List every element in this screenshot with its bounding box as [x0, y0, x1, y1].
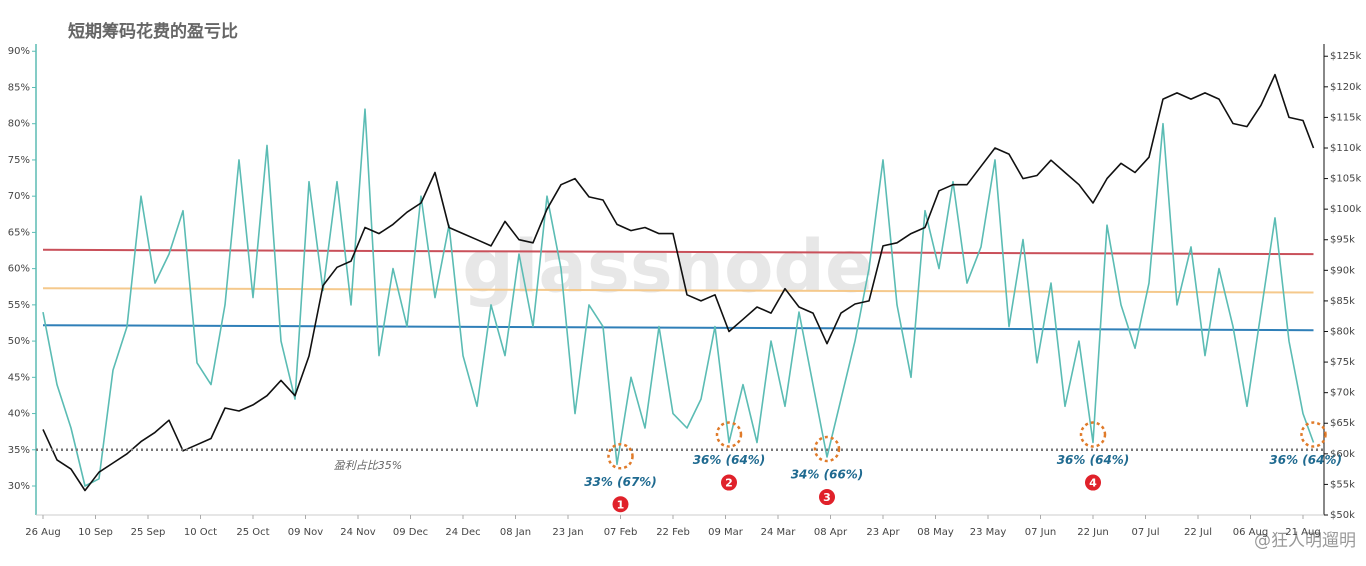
x-tick-label: 23 May	[970, 527, 1007, 538]
y2-tick-label: $55k	[1330, 479, 1355, 490]
y-tick-label: 55%	[8, 300, 30, 311]
y2-tick-label: $120k	[1330, 82, 1361, 93]
series-line	[42, 248, 1314, 256]
y-tick-label: 85%	[8, 82, 30, 93]
annotation-circle	[715, 421, 743, 448]
x-tick-label: 23 Apr	[866, 527, 900, 538]
y-tick-label: 40%	[8, 409, 30, 420]
x-tick-label: 10 Sep	[78, 527, 113, 538]
x-tick-label: 24 Dec	[445, 527, 480, 538]
x-tick-label: 24 Nov	[340, 527, 376, 538]
y-tick-label: 90%	[8, 46, 30, 57]
credit: @狂人明遛明	[1254, 531, 1356, 551]
series-line	[42, 108, 1315, 487]
y2-tick-label: $70k	[1330, 388, 1355, 399]
annotation-circle	[813, 435, 841, 463]
y2-tick-label: $60k	[1330, 449, 1355, 460]
x-tick-label: 24 Mar	[761, 527, 797, 538]
x-tick-label: 07 Jun	[1025, 527, 1057, 538]
x-tick-label: 21 Aug	[1285, 527, 1320, 538]
y2-tick-label: $95k	[1330, 235, 1355, 246]
y-tick-label: 65%	[8, 227, 30, 238]
y2-tick-label: $65k	[1330, 418, 1355, 429]
series-line	[42, 287, 1314, 294]
x-tick-label: 09 Mar	[708, 527, 744, 538]
x-tick-label: 09 Nov	[288, 527, 324, 538]
annotation-label: 33% (67%)	[584, 475, 657, 489]
y-tick-label: 30%	[8, 481, 30, 492]
x-tick-label: 08 Apr	[814, 527, 848, 538]
y2-tick-label: $75k	[1330, 357, 1355, 368]
y2-tick-label: $50k	[1330, 510, 1355, 521]
annotation-label: 36% (64%)	[1269, 453, 1342, 467]
y2-tick-label: $110k	[1330, 143, 1361, 154]
y-tick-label: 75%	[8, 155, 30, 166]
y2-tick-label: $115k	[1330, 112, 1361, 123]
watermark: glassnode	[462, 225, 874, 309]
annotation-marker-label: 3	[823, 491, 831, 504]
x-tick-label: 22 Jun	[1077, 527, 1109, 538]
x-tick-label: 25 Sep	[131, 527, 166, 538]
x-tick-label: 08 Jan	[500, 527, 531, 538]
annotation-label: 34% (66%)	[791, 468, 864, 482]
y2-tick-label: $100k	[1330, 204, 1361, 215]
x-tick-label: 22 Jul	[1184, 527, 1212, 538]
x-tick-label: 07 Jul	[1132, 527, 1160, 538]
x-tick-label: 26 Aug	[25, 527, 60, 538]
y2-tick-label: $80k	[1330, 326, 1355, 337]
x-tick-label: 10 Oct	[184, 527, 217, 538]
y2-tick-label: $125k	[1330, 51, 1361, 62]
x-tick-label: 22 Feb	[656, 527, 690, 538]
annotation-label: 36% (64%)	[1057, 453, 1130, 467]
reference-label: 盈利占比35%	[334, 459, 402, 472]
y-tick-label: 50%	[8, 336, 30, 347]
y-tick-label: 45%	[8, 372, 30, 383]
x-tick-label: 07 Feb	[604, 527, 638, 538]
annotation-marker-label: 2	[725, 477, 733, 490]
annotation-marker	[721, 474, 737, 491]
annotation-marker-label: 4	[1089, 477, 1097, 490]
annotation-circle	[1300, 421, 1327, 448]
x-tick-label: 08 May	[917, 527, 954, 538]
y-tick-label: 80%	[8, 119, 30, 130]
annotation-marker	[819, 489, 835, 506]
annotation-circle	[1079, 421, 1107, 448]
y2-tick-label: $85k	[1330, 296, 1355, 307]
x-tick-label: 25 Oct	[236, 527, 269, 538]
annotation-marker	[1085, 474, 1101, 491]
annotation-marker-label: 1	[617, 498, 625, 511]
annotation-marker	[612, 496, 629, 513]
y2-tick-label: $105k	[1330, 174, 1361, 185]
x-tick-label: 23 Jan	[552, 527, 583, 538]
series-line	[42, 324, 1314, 332]
y-tick-label: 35%	[8, 445, 30, 456]
y-tick-label: 60%	[8, 264, 30, 275]
annotation-circle	[607, 443, 634, 470]
chart-title: 短期筹码花费的盈亏比	[68, 21, 238, 42]
annotation-label: 36% (64%)	[693, 453, 766, 467]
x-tick-label: 09 Dec	[393, 527, 428, 538]
series-line	[42, 73, 1315, 492]
y2-tick-label: $90k	[1330, 265, 1355, 276]
x-tick-label: 06 Aug	[1233, 527, 1268, 538]
y-tick-label: 70%	[8, 191, 30, 202]
